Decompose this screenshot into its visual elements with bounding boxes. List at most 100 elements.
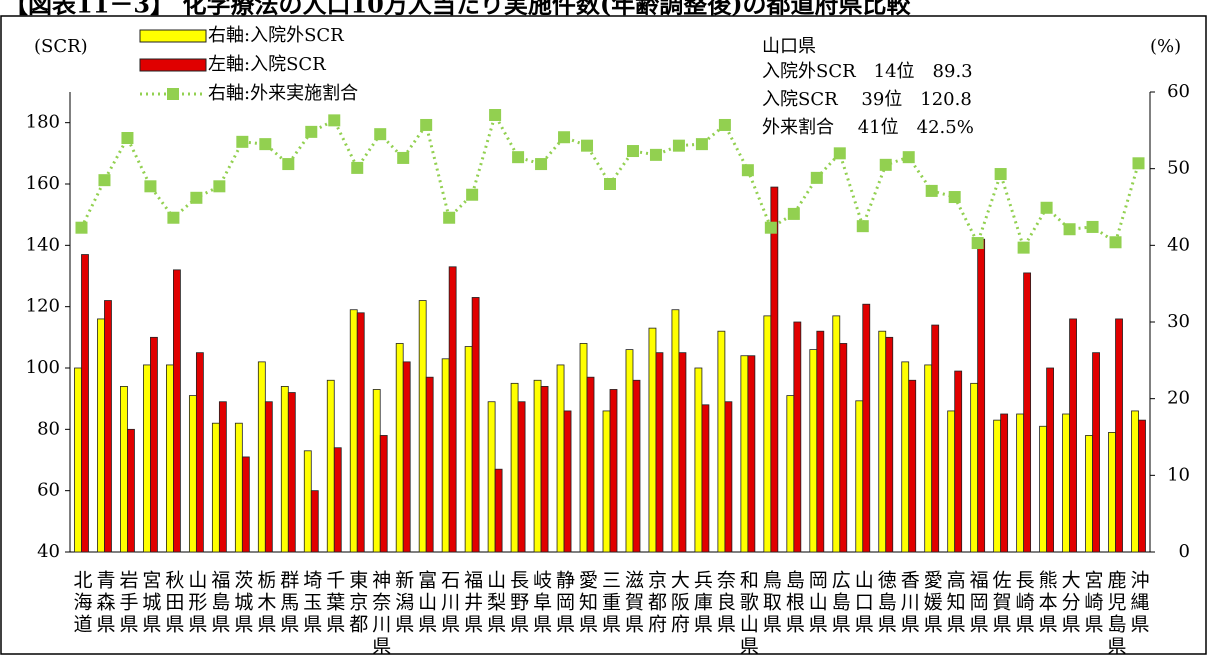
- marker: [741, 164, 754, 177]
- bar: [303, 450, 312, 553]
- x-tick-label: 和歌山県: [737, 570, 759, 655]
- x-tick-label: 宮城県: [139, 570, 161, 636]
- x-tick-label: 茨城県: [231, 570, 253, 636]
- bar: [1108, 431, 1116, 553]
- bar: [143, 364, 151, 553]
- marker: [833, 147, 846, 160]
- bar: [724, 401, 733, 553]
- bar: [418, 300, 427, 553]
- bar: [579, 343, 588, 553]
- marker: [1109, 236, 1122, 249]
- bar: [333, 447, 342, 553]
- legend-swatch: [139, 29, 207, 43]
- bar: [1131, 410, 1139, 553]
- bar: [150, 336, 158, 553]
- x-tick-label: 愛知県: [576, 570, 598, 636]
- marker: [328, 114, 341, 127]
- bar: [195, 352, 204, 553]
- bar: [908, 379, 917, 553]
- bar: [510, 382, 519, 553]
- bar: [1138, 419, 1146, 553]
- x-tick-label: 長崎県: [1013, 570, 1035, 636]
- bar: [947, 410, 956, 553]
- bar: [1062, 413, 1070, 553]
- marker: [718, 118, 731, 131]
- bar: [1039, 425, 1047, 553]
- legend-swatch: [139, 58, 207, 72]
- marker: [764, 221, 777, 234]
- bar: [747, 355, 756, 553]
- bar: [264, 401, 273, 553]
- x-tick-label: 京都府: [645, 570, 667, 636]
- bar: [1085, 435, 1093, 553]
- marker: [305, 125, 318, 138]
- marker: [1063, 223, 1076, 236]
- y2-tick-label: 20: [1167, 388, 1190, 409]
- bar: [954, 370, 963, 553]
- x-tick-label: 青森県: [93, 570, 115, 636]
- annotation: 入院SCR 39位 120.8: [762, 89, 972, 110]
- x-tick-label: 奈良県: [714, 570, 736, 636]
- bar: [471, 297, 480, 553]
- marker: [1132, 157, 1145, 170]
- marker: [1086, 220, 1099, 233]
- marker: [787, 207, 800, 220]
- bar: [487, 401, 496, 553]
- bar: [234, 422, 243, 553]
- marker: [695, 138, 708, 151]
- bar: [1115, 318, 1123, 553]
- marker: [236, 135, 249, 148]
- bar: [372, 389, 381, 553]
- marker: [144, 180, 157, 193]
- bar: [97, 318, 105, 553]
- annotation: 入院外SCR 14位 89.3: [762, 61, 973, 82]
- x-tick-label: 群馬県: [277, 570, 299, 636]
- marker: [649, 148, 662, 161]
- y-tick-label: 40: [37, 541, 60, 562]
- bar: [287, 392, 296, 553]
- bar: [540, 385, 549, 553]
- bar: [632, 379, 641, 553]
- bar: [816, 330, 825, 553]
- marker: [604, 178, 616, 190]
- x-tick-label: 長野県: [507, 570, 529, 636]
- x-tick-label: 福岡県: [967, 570, 989, 636]
- x-tick-label: 沖縄県: [1128, 570, 1150, 636]
- x-tick-label: 香川県: [898, 570, 920, 636]
- bar: [395, 343, 404, 553]
- bar: [878, 330, 887, 553]
- marker: [535, 158, 548, 171]
- legend-swatch: [167, 88, 179, 100]
- y-tick-label: 140: [26, 234, 60, 255]
- bar: [970, 382, 979, 553]
- marker: [994, 168, 1007, 181]
- bar: [127, 428, 135, 553]
- bar: [1000, 413, 1009, 553]
- bar: [770, 186, 779, 553]
- bar: [678, 352, 687, 553]
- bar: [655, 352, 664, 553]
- marker: [190, 191, 203, 204]
- bar: [379, 435, 388, 553]
- marker: [489, 109, 502, 121]
- x-tick-label: 島根県: [783, 570, 805, 636]
- x-tick-label: 鳥取県: [760, 570, 782, 636]
- bar: [74, 367, 82, 553]
- marker: [443, 211, 456, 224]
- bar: [763, 315, 772, 553]
- marker: [925, 184, 938, 197]
- bar: [441, 358, 450, 553]
- y-tick-label: 60: [37, 480, 60, 501]
- bar: [625, 349, 634, 553]
- x-tick-label: 秋田県: [162, 570, 184, 636]
- bar: [586, 376, 595, 553]
- x-tick-label: 千葉県: [323, 570, 345, 636]
- annotation: 外来割合 41位 42.5%: [762, 117, 974, 138]
- marker: [1017, 241, 1030, 254]
- bar: [173, 269, 181, 553]
- x-tick-label: 山口県: [852, 570, 874, 636]
- x-tick-label: 静岡県: [553, 570, 575, 636]
- marker: [856, 220, 869, 233]
- x-tick-label: 宮崎県: [1082, 570, 1104, 636]
